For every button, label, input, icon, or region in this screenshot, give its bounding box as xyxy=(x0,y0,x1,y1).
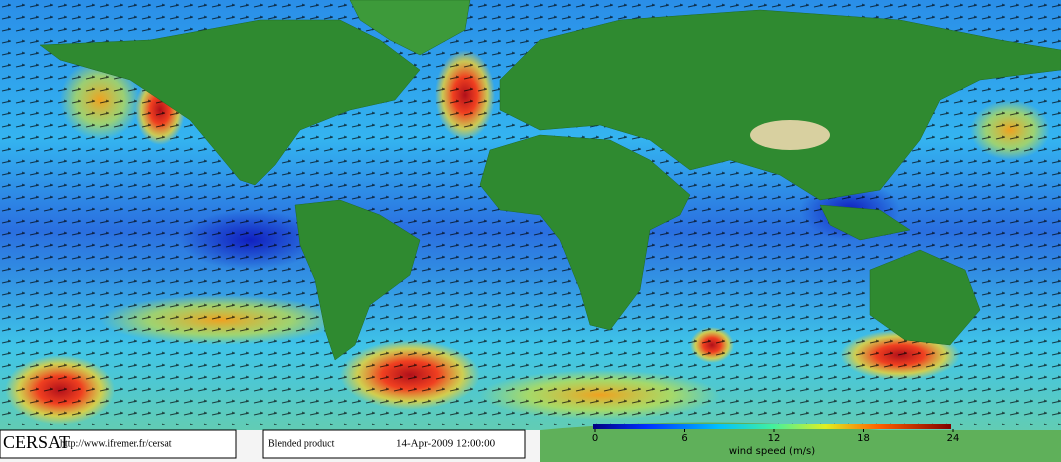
plateau xyxy=(750,120,830,150)
colorbar-tick-label: 6 xyxy=(681,433,687,444)
url: http://www.ifremer.fr/cersat xyxy=(60,438,172,449)
brand-box xyxy=(0,429,237,459)
brand: CERSAT xyxy=(3,432,70,452)
colorbar-tick-label: 12 xyxy=(768,433,781,444)
product-box xyxy=(262,429,526,459)
colorbar-tick-label: 0 xyxy=(592,433,598,444)
date: 14-Apr-2009 12:00:00 xyxy=(396,438,496,450)
colorbar-tick-label: 18 xyxy=(857,433,870,444)
colorbar-tick-label: 24 xyxy=(947,433,960,444)
product: Blended product xyxy=(268,438,335,449)
colorbar xyxy=(593,424,951,429)
colorbar-label: wind speed (m/s) xyxy=(729,446,815,457)
